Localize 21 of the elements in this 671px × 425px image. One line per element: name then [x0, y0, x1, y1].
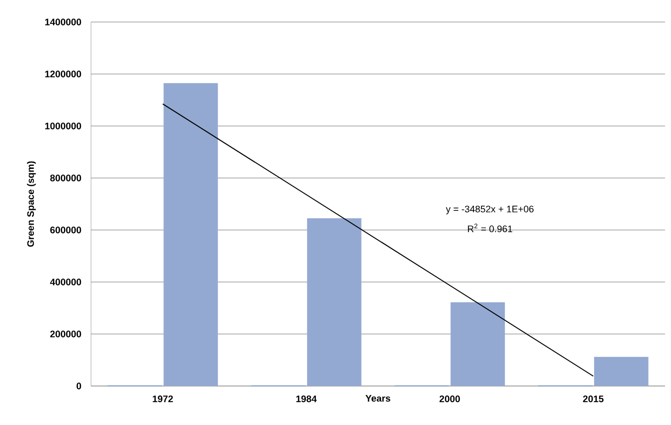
x-tick-label: 1972: [152, 396, 173, 402]
y-tick-label: 800000: [50, 174, 82, 182]
line-series: [162, 103, 594, 377]
x-tick-label: 2015: [583, 396, 604, 402]
x-tick-label: 1984: [296, 396, 317, 402]
bar: [594, 356, 648, 386]
y-tick-label: 600000: [50, 226, 82, 234]
x-tick-label: 2000: [440, 396, 460, 402]
y-tick-label: 200000: [50, 330, 82, 338]
y-tick-label: 1400000: [45, 18, 82, 26]
bar: [450, 302, 505, 386]
y-tick-label: 0: [76, 382, 82, 390]
bar: [164, 83, 218, 386]
y-axis-title: Green Space (sqm): [26, 161, 36, 247]
annotation: y = -34852x + 1E+06: [446, 206, 534, 214]
bar: [307, 218, 362, 386]
x-axis-title: Years: [366, 395, 390, 402]
y-tick-label: 400000: [50, 278, 82, 286]
annotation: R$^{2}$ = 0.961: [468, 224, 512, 232]
y-tick-label: 1200000: [45, 70, 82, 78]
y-tick-label: 1000000: [45, 122, 82, 130]
